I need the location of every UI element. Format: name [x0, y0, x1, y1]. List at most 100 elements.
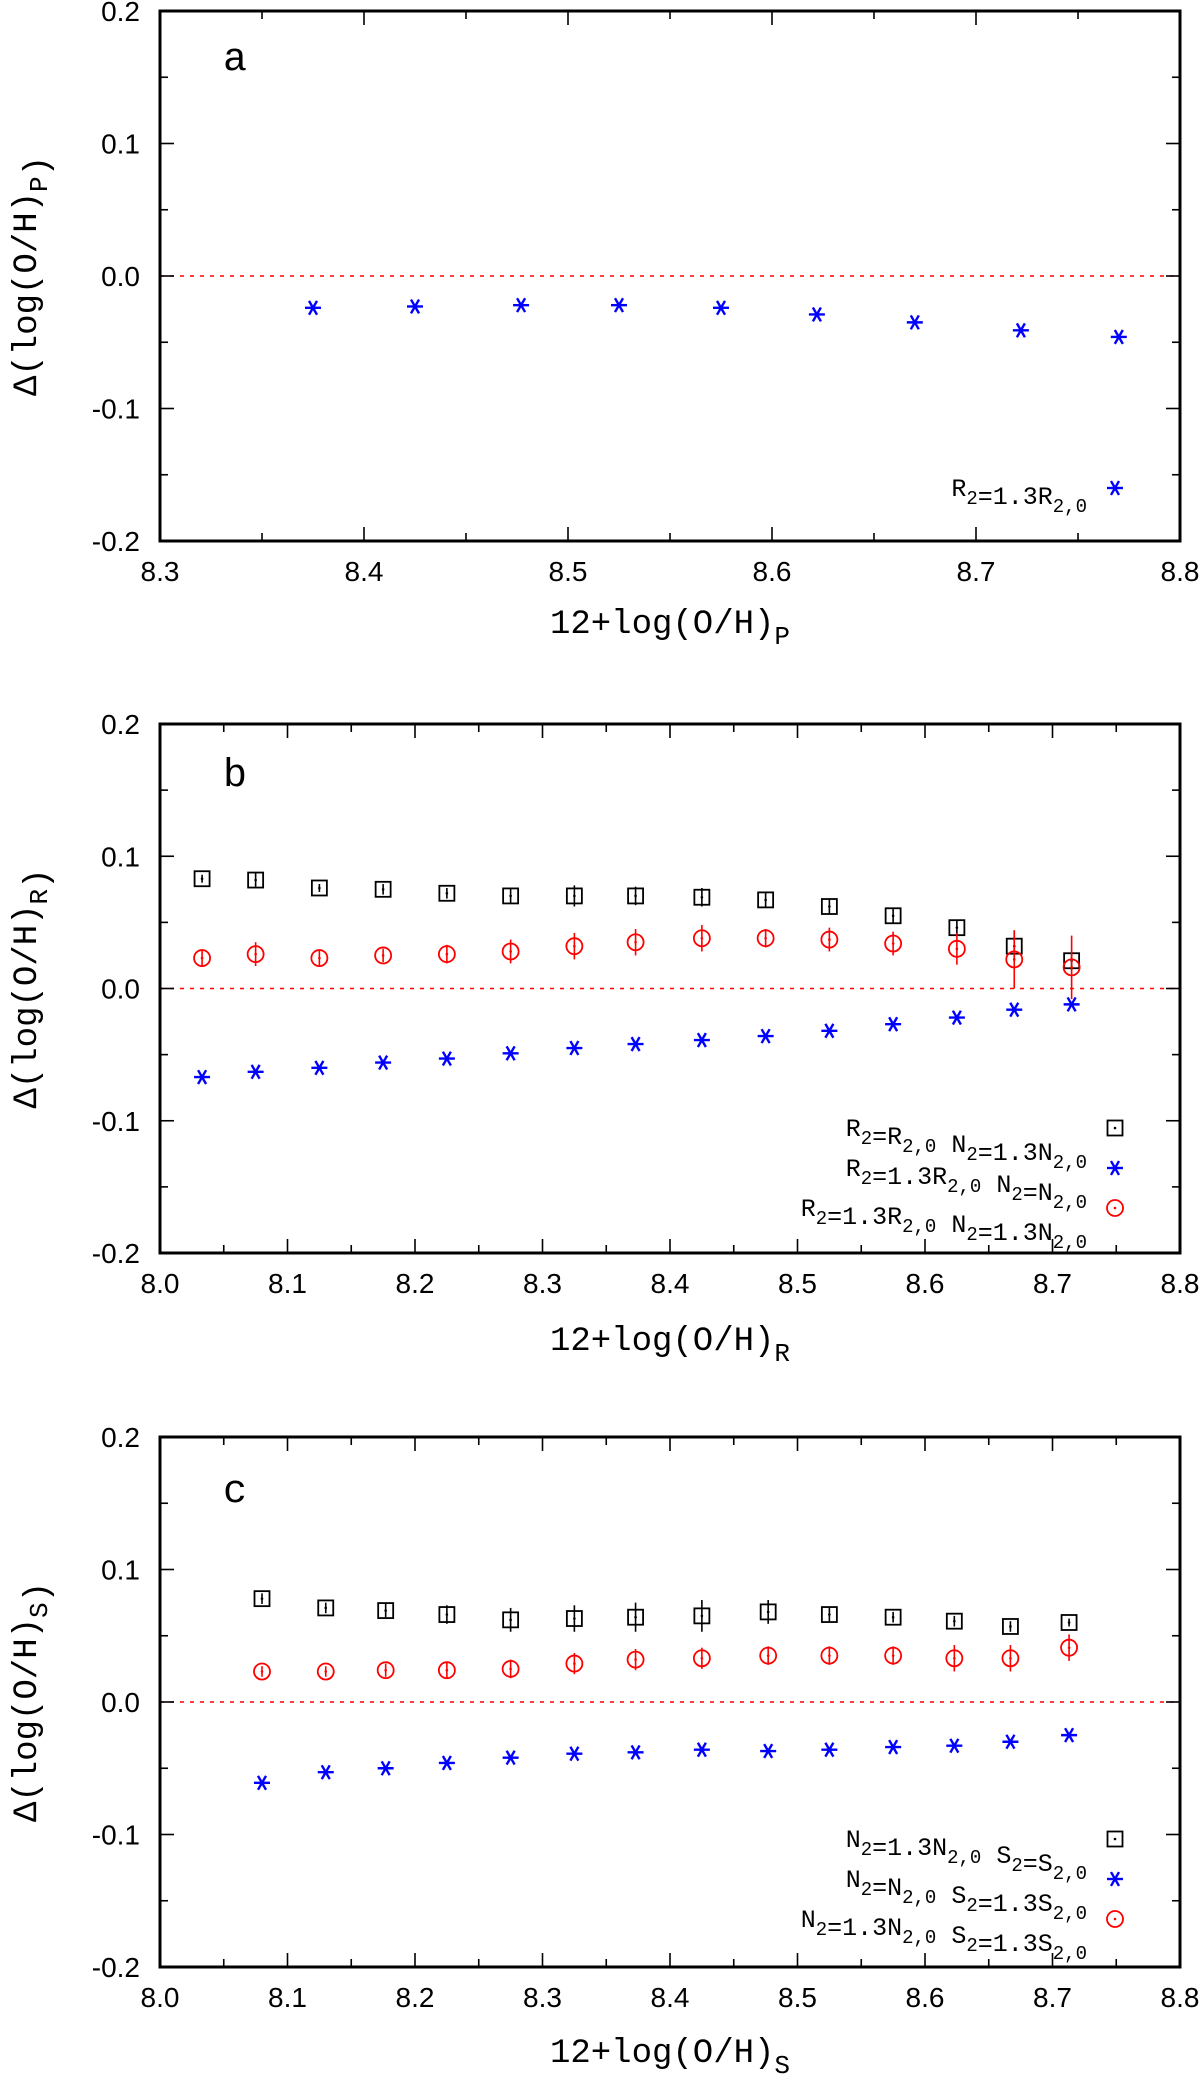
data-point [1060, 1614, 1078, 1631]
data-point [193, 949, 211, 967]
data-point [246, 945, 265, 964]
data-point [502, 1611, 520, 1629]
data-point [317, 1764, 334, 1780]
legend-marker [1106, 1119, 1124, 1137]
data-point [947, 939, 966, 958]
x-tick-label: 8.2 [396, 1982, 435, 2013]
data-point [692, 1649, 711, 1668]
x-tick-label: 8.7 [1033, 1982, 1072, 2013]
y-tick-label: -0.1 [92, 394, 140, 425]
data-point [513, 297, 530, 313]
legend-marker [1106, 1910, 1124, 1928]
data-point [884, 1646, 903, 1665]
data-point [310, 879, 328, 897]
data-point [759, 1646, 778, 1665]
data-point [627, 1608, 644, 1626]
data-point [627, 887, 644, 905]
data-point [565, 1610, 583, 1627]
x-tick-label: 8.6 [753, 556, 792, 587]
series-square [193, 870, 1081, 970]
data-point [820, 1606, 838, 1623]
panel-a: 8.3 8.4 8.5 8.6 8.7 8.8 0.2 0.1 0.0 -0.1 -0.2 a 12+l… [9, 0, 1199, 652]
data-point [821, 1023, 838, 1039]
data-point [374, 880, 392, 898]
data-point [1061, 1727, 1078, 1743]
x-tick-label: 8.5 [778, 1982, 817, 2013]
data-point [626, 933, 645, 952]
x-tick-label: 8.4 [345, 556, 384, 587]
series-asterisk [194, 996, 1080, 1085]
data-point [757, 891, 775, 909]
data-point [1006, 1002, 1023, 1018]
x-tick-label: 8.8 [1161, 1268, 1200, 1299]
data-point [1012, 322, 1029, 338]
data-point [1062, 958, 1081, 977]
x-axis-title: 12+log(O/H)P [550, 606, 790, 652]
data-point [438, 1051, 455, 1067]
data-point [1063, 996, 1080, 1012]
data-point [316, 1662, 335, 1681]
data-point [305, 300, 321, 316]
x-tick-label: 8.4 [651, 1982, 690, 2013]
data-point [820, 930, 839, 949]
data-point [693, 1607, 711, 1625]
data-point [502, 887, 520, 905]
data-point [906, 314, 923, 330]
x-tick-label: 8.0 [141, 1982, 180, 2013]
data-point [375, 1055, 392, 1071]
y-tick-label: 0.1 [101, 841, 140, 872]
data-point [693, 1032, 710, 1048]
y-axis-title: Δ(log(O/H)S) [9, 1582, 58, 1822]
data-point [1060, 1638, 1078, 1657]
data-point [502, 1045, 519, 1061]
data-point [808, 306, 825, 322]
data-point [438, 884, 456, 902]
data-point [407, 298, 423, 315]
y-axis-title: Δ(log(O/H)P) [9, 156, 58, 396]
data-point [757, 1028, 774, 1044]
legend-label: N2=1.3N2,0 S2=1.3S2,0 [801, 1906, 1087, 1965]
data-point [247, 1064, 264, 1080]
panel-letter: c [223, 1470, 247, 1515]
data-point [626, 1650, 645, 1669]
data-point [611, 297, 627, 313]
y-tick-label: -0.2 [92, 526, 140, 557]
x-tick-label: 8.3 [141, 556, 180, 587]
x-tick-label: 8.8 [1161, 556, 1200, 587]
data-point [376, 1661, 395, 1680]
x-tick-label: 8.3 [523, 1982, 562, 2013]
data-point [377, 1602, 395, 1619]
x-tick-label: 8.1 [268, 1268, 307, 1299]
data-point [627, 1036, 644, 1052]
legend-marker [1107, 1871, 1123, 1887]
data-point [502, 1750, 519, 1766]
x-tick-label: 8.1 [268, 1982, 307, 2013]
x-axis-title: 12+log(O/H)S [550, 2035, 790, 2078]
y-tick-label: -0.1 [92, 1820, 140, 1851]
data-point [501, 942, 520, 961]
x-tick-label: 8.8 [1161, 1982, 1200, 2013]
data-point [438, 1606, 456, 1623]
data-point [565, 937, 584, 956]
plot-frame [158, 9, 1182, 543]
x-tick-label: 8.7 [1033, 1268, 1072, 1299]
panel-c: 8.0 8.1 8.2 8.3 8.4 8.5 8.6 8.7 8.8 0.2 0.1 0.0 -0.1… [9, 1422, 1199, 2078]
x-tick-label: 8.2 [396, 1268, 435, 1299]
data-point [194, 1069, 211, 1085]
data-point [821, 1742, 838, 1758]
series-asterisk [254, 1727, 1078, 1791]
series-circle [193, 925, 1081, 1000]
y-tick-label: -0.1 [92, 1106, 140, 1137]
y-tick-label: 0.2 [101, 1422, 140, 1453]
x-tick-label: 8.6 [906, 1982, 945, 2013]
x-tick-label: 8.4 [651, 1268, 690, 1299]
data-point [438, 1755, 455, 1771]
data-point [946, 1738, 963, 1754]
data-point [317, 1599, 335, 1617]
series-square [253, 1590, 1078, 1635]
data-point [1002, 1734, 1019, 1750]
data-point [627, 1744, 644, 1760]
data-point [760, 1743, 777, 1759]
data-point [311, 1060, 328, 1076]
